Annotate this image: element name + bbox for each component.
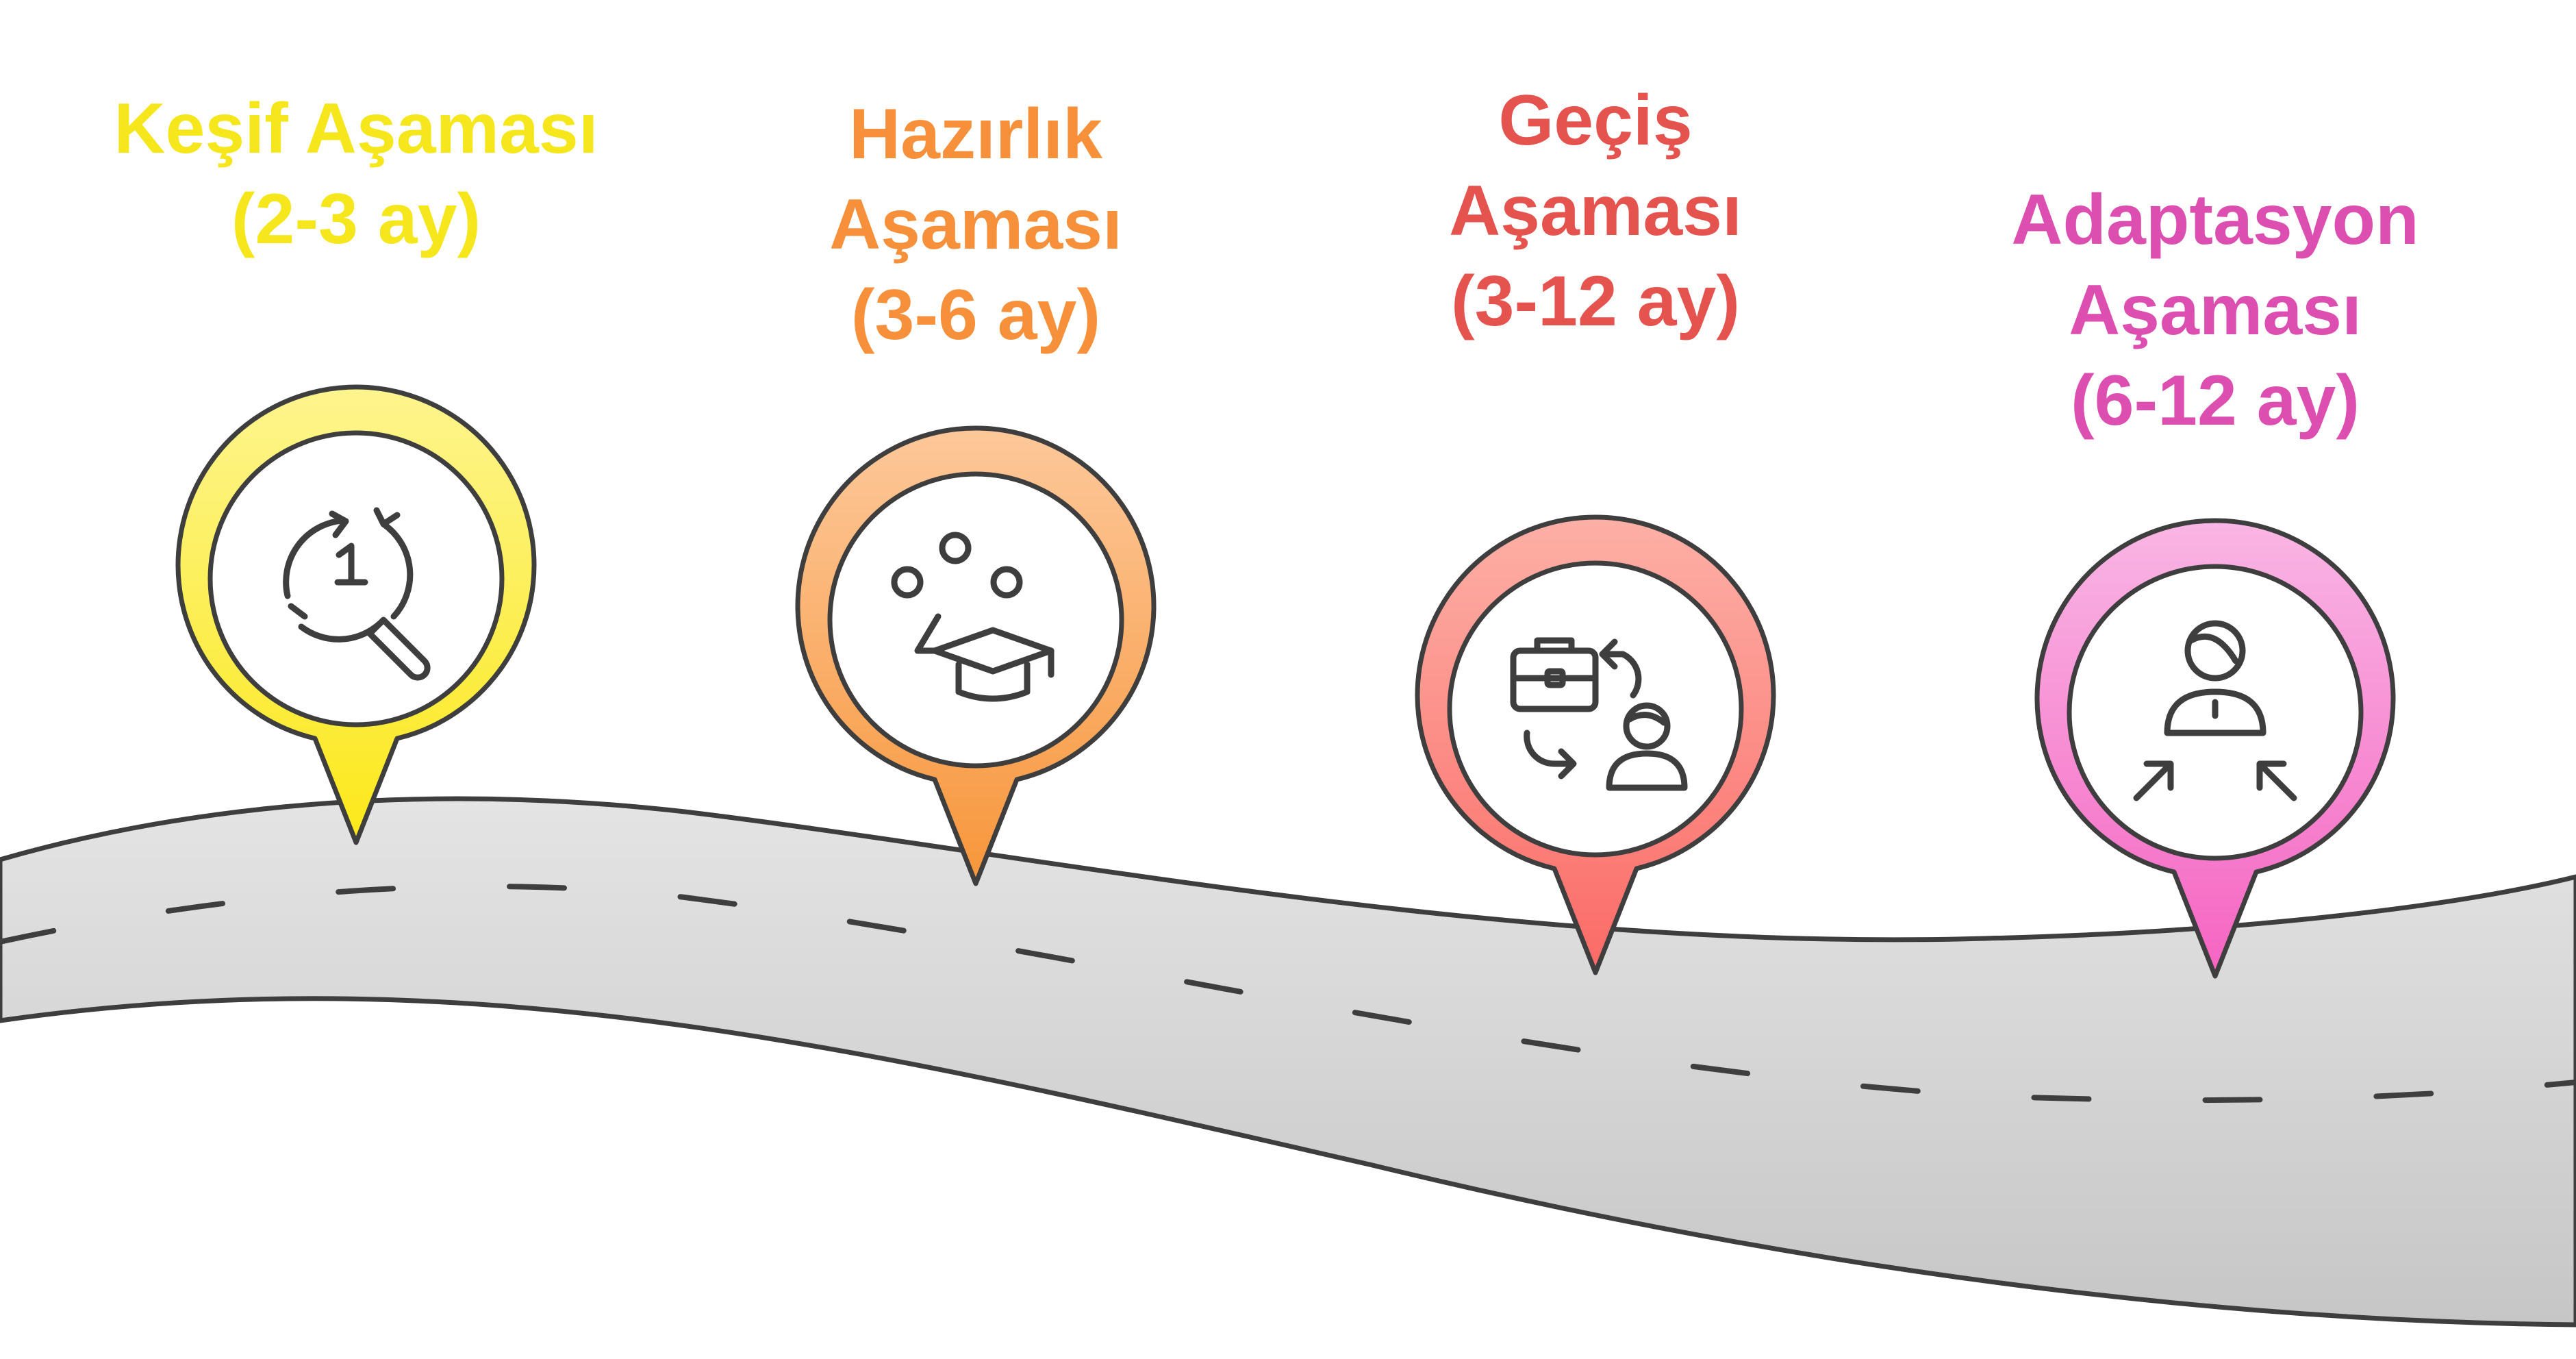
pin-kesif <box>175 384 537 845</box>
stage-title-hazirlik: Hazırlık Aşaması (3-6 ay) <box>829 89 1122 360</box>
stage-title-line: Geçiş <box>1498 81 1693 160</box>
road-surface <box>0 796 2576 1327</box>
stage-title-line: Aşaması <box>2069 271 2362 350</box>
stage-title-line: Adaptasyon <box>2011 180 2419 260</box>
stage-title-line: (6-12 ay) <box>2071 361 2360 440</box>
pin-hazirlik <box>795 425 1157 886</box>
graduation-network-icon <box>891 532 1055 702</box>
pin-adaptasyon <box>2034 518 2396 979</box>
pin-inner-circle <box>207 430 505 727</box>
stage-title-line: Hazırlık <box>849 95 1102 174</box>
stage-title-line: Keşif Aşaması <box>114 89 598 169</box>
pin-gecis <box>1415 514 1776 975</box>
search-restart-icon <box>283 507 431 681</box>
stage-title-gecis: Geçiş Aşaması (3-12 ay) <box>1449 75 1742 347</box>
stage-title-adaptasyon: Adaptasyon Aşaması (6-12 ay) <box>2011 175 2419 446</box>
person-adapt-icon <box>2133 620 2297 801</box>
stage-title-line: (3-6 ay) <box>850 275 1101 355</box>
pin-inner-circle <box>827 471 1124 769</box>
road <box>0 796 2576 1327</box>
career-switch-icon <box>1510 637 1688 791</box>
stage-title-line: Aşaması <box>829 185 1122 264</box>
stage-title-kesif: Keşif Aşaması (2-3 ay) <box>114 84 598 264</box>
stage-title-line: (2-3 ay) <box>231 179 481 259</box>
stage-title-line: Aşaması <box>1449 171 1742 251</box>
road-center-dashes <box>0 884 2576 1104</box>
stage-title-line: (3-12 ay) <box>1451 262 1740 341</box>
